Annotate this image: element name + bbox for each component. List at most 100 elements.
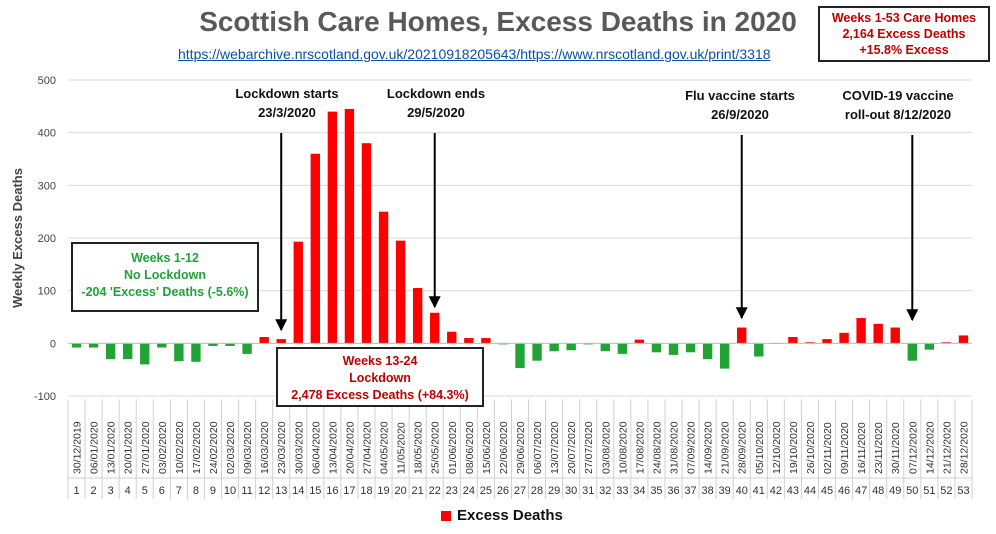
x-week-label: 14: [292, 485, 304, 497]
x-date-label: 04/05/2020: [379, 421, 391, 474]
bar-week-17: [344, 108, 355, 344]
x-week-label: 18: [360, 485, 372, 497]
y-tick-label: 200: [38, 233, 56, 245]
x-week-label: 10: [224, 485, 236, 497]
lockdown-starts-line-1: Lockdown starts: [235, 86, 339, 101]
x-week-label: 44: [804, 485, 816, 497]
x-date-label: 06/01/2020: [89, 421, 101, 474]
bar-week-20: [395, 240, 406, 344]
x-date-label: 01/06/2020: [447, 421, 459, 474]
x-week-label: 26: [497, 485, 509, 497]
x-week-label: 22: [429, 485, 441, 497]
x-week-label: 38: [701, 485, 713, 497]
x-week-label: 25: [480, 485, 492, 497]
x-date-label: 24/02/2020: [208, 421, 220, 474]
x-week-label: 46: [838, 485, 850, 497]
x-date-label: 28/12/2020: [958, 421, 970, 474]
total-callout-line-3: +15.8% Excess: [859, 43, 949, 57]
bar-week-47: [856, 318, 866, 344]
total-excess-callout: Weeks 1-53 Care Homes 2,164 Excess Death…: [818, 6, 990, 62]
pre-lockdown-line-2: No Lockdown: [124, 268, 206, 282]
x-week-label: 8: [193, 485, 199, 497]
bar-week-39: [719, 343, 730, 369]
x-week-label: 52: [940, 485, 952, 497]
bar-week-22: [430, 312, 440, 344]
x-date-label: 17/08/2020: [634, 421, 646, 474]
bar-week-49: [890, 327, 900, 344]
lockdown-line-1: Weeks 13-24: [342, 354, 418, 368]
bar-week-41: [754, 343, 764, 357]
x-week-label: 39: [719, 485, 731, 497]
x-date-label: 29/06/2020: [515, 421, 527, 474]
bar-week-5: [140, 343, 150, 365]
x-date-label: 20/01/2020: [123, 421, 135, 474]
bar-week-30: [566, 343, 576, 351]
flu-vaccine-annotation: Flu vaccine starts 26/9/2020: [650, 86, 830, 124]
x-date-label: 23/03/2020: [276, 421, 288, 474]
x-week-label: 48: [872, 485, 884, 497]
x-date-label: 09/11/2020: [839, 422, 851, 474]
bar-week-29: [549, 343, 559, 352]
bar-week-21: [412, 288, 423, 344]
x-date-label: 11/05/2020: [396, 422, 408, 474]
x-week-label: 7: [176, 485, 182, 497]
x-week-label: 24: [463, 485, 475, 497]
x-week-label: 20: [394, 485, 406, 497]
x-week-label: 49: [889, 485, 901, 497]
x-date-label: 19/10/2020: [788, 421, 800, 474]
x-date-label: 03/08/2020: [600, 421, 612, 474]
x-date-label: 10/08/2020: [617, 421, 629, 474]
bar-week-52: [941, 342, 952, 344]
lockdown-callout: Weeks 13-24 Lockdown 2,478 Excess Deaths…: [276, 347, 484, 407]
bar-week-9: [208, 343, 218, 346]
x-date-label: 30/12/2019: [72, 421, 84, 474]
x-date-label: 30/03/2020: [293, 421, 305, 474]
x-date-label: 08/06/2020: [464, 421, 476, 474]
x-week-label: 23: [446, 485, 458, 497]
x-date-label: 26/10/2020: [805, 421, 817, 474]
legend-swatch-excess-deaths: [441, 510, 451, 521]
bar-week-12: [259, 337, 269, 344]
lockdown-ends-line-1: Lockdown ends: [386, 86, 486, 101]
x-date-label: 20/04/2020: [344, 421, 356, 474]
x-date-label: 23/11/2020: [873, 422, 885, 474]
bar-week-26: [498, 343, 508, 345]
total-callout-line-2: 2,164 Excess Deaths: [842, 27, 966, 41]
x-date-label: 14/09/2020: [703, 421, 715, 474]
bar-week-38: [702, 343, 713, 360]
total-callout-line-1: Weeks 1-53 Care Homes: [831, 11, 977, 25]
bar-week-31: [583, 343, 593, 345]
x-date-label: 10/02/2020: [174, 421, 186, 474]
bar-week-14: [293, 241, 303, 344]
y-tick-label: 400: [38, 128, 56, 140]
x-week-label: 17: [343, 485, 355, 497]
x-week-label: 2: [91, 485, 97, 497]
x-week-label: 6: [159, 485, 165, 497]
x-week-label: 13: [275, 485, 287, 497]
x-week-label: 47: [855, 485, 867, 497]
x-date-label: 13/04/2020: [327, 421, 339, 474]
bar-week-32: [600, 343, 610, 352]
x-week-label: 11: [241, 485, 252, 497]
x-date-label: 07/12/2020: [907, 421, 919, 474]
bar-week-16: [327, 111, 338, 344]
x-date-label: 20/07/2020: [566, 421, 578, 474]
x-week-label: 9: [210, 485, 216, 497]
covid-vaccine-line-1: COVID-19 vaccine: [842, 88, 954, 103]
x-week-label: 36: [667, 485, 679, 497]
x-date-label: 09/03/2020: [242, 421, 254, 474]
source-link[interactable]: https://webarchive.nrscotland.gov.uk/202…: [178, 46, 771, 62]
x-date-label: 27/01/2020: [140, 421, 152, 474]
bar-week-25: [481, 338, 491, 344]
x-week-label: 37: [684, 485, 696, 497]
bar-week-2: [88, 343, 99, 348]
bar-week-4: [123, 343, 133, 360]
x-date-label: 07/09/2020: [686, 421, 698, 474]
covid-vaccine-line-2: roll-out 8/12/2020: [844, 107, 952, 122]
flu-vaccine-line-2: 26/9/2020: [711, 107, 769, 122]
chart-legend: Excess Deaths: [441, 507, 563, 524]
x-date-label: 22/06/2020: [498, 421, 510, 474]
x-week-label: 31: [582, 485, 594, 497]
x-date-label: 12/10/2020: [771, 421, 783, 474]
